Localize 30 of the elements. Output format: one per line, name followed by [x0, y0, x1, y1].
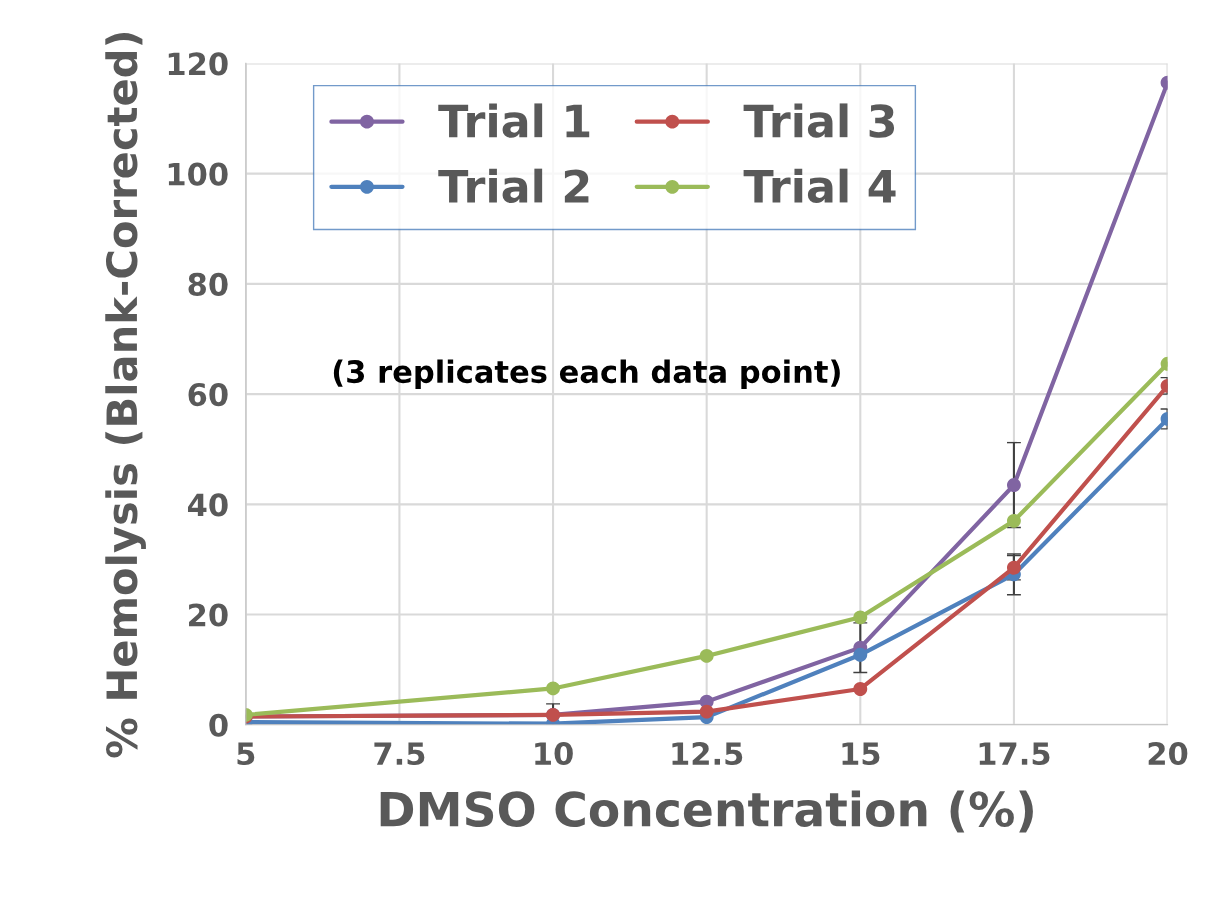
- x-tick-label: 5: [237, 742, 255, 766]
- legend-label: Trial 2: [438, 168, 589, 204]
- point: [1006, 560, 1021, 575]
- y-tick-label: 0: [209, 713, 228, 737]
- x-tick-label: 20: [1148, 742, 1188, 766]
- y-tick-label: 120: [168, 52, 228, 76]
- y-tick-label: 20: [189, 603, 228, 627]
- point: [853, 647, 868, 662]
- x-tick-label: 10: [535, 742, 573, 766]
- annotation: (3 replicates each data point): [333, 359, 840, 390]
- x-tick-label: 17.5: [979, 742, 1050, 766]
- x-tick-label: 7.5: [374, 742, 425, 766]
- point: [1006, 513, 1021, 528]
- point: [853, 682, 868, 696]
- y-axis-title: % Hemolysis (Blank-Corrected): [105, 32, 146, 758]
- legend-label: Trial 4: [743, 168, 896, 204]
- y-tick-label: 60: [188, 383, 228, 407]
- x-tick-label: 12.5: [672, 742, 743, 766]
- legend-label: Trial 3: [743, 103, 895, 138]
- point: [699, 704, 714, 719]
- point: [546, 681, 560, 696]
- y-tick-label: 80: [188, 272, 228, 296]
- point: [699, 648, 714, 663]
- legend-label: Trial 1: [438, 103, 590, 138]
- point: [853, 610, 868, 625]
- x-tick-label: 15: [842, 742, 880, 766]
- y-tick-label: 40: [187, 493, 228, 517]
- y-tick-label: 100: [168, 162, 228, 186]
- x-axis-title: DMSO Concentration (%): [380, 790, 1033, 833]
- point: [1006, 478, 1021, 492]
